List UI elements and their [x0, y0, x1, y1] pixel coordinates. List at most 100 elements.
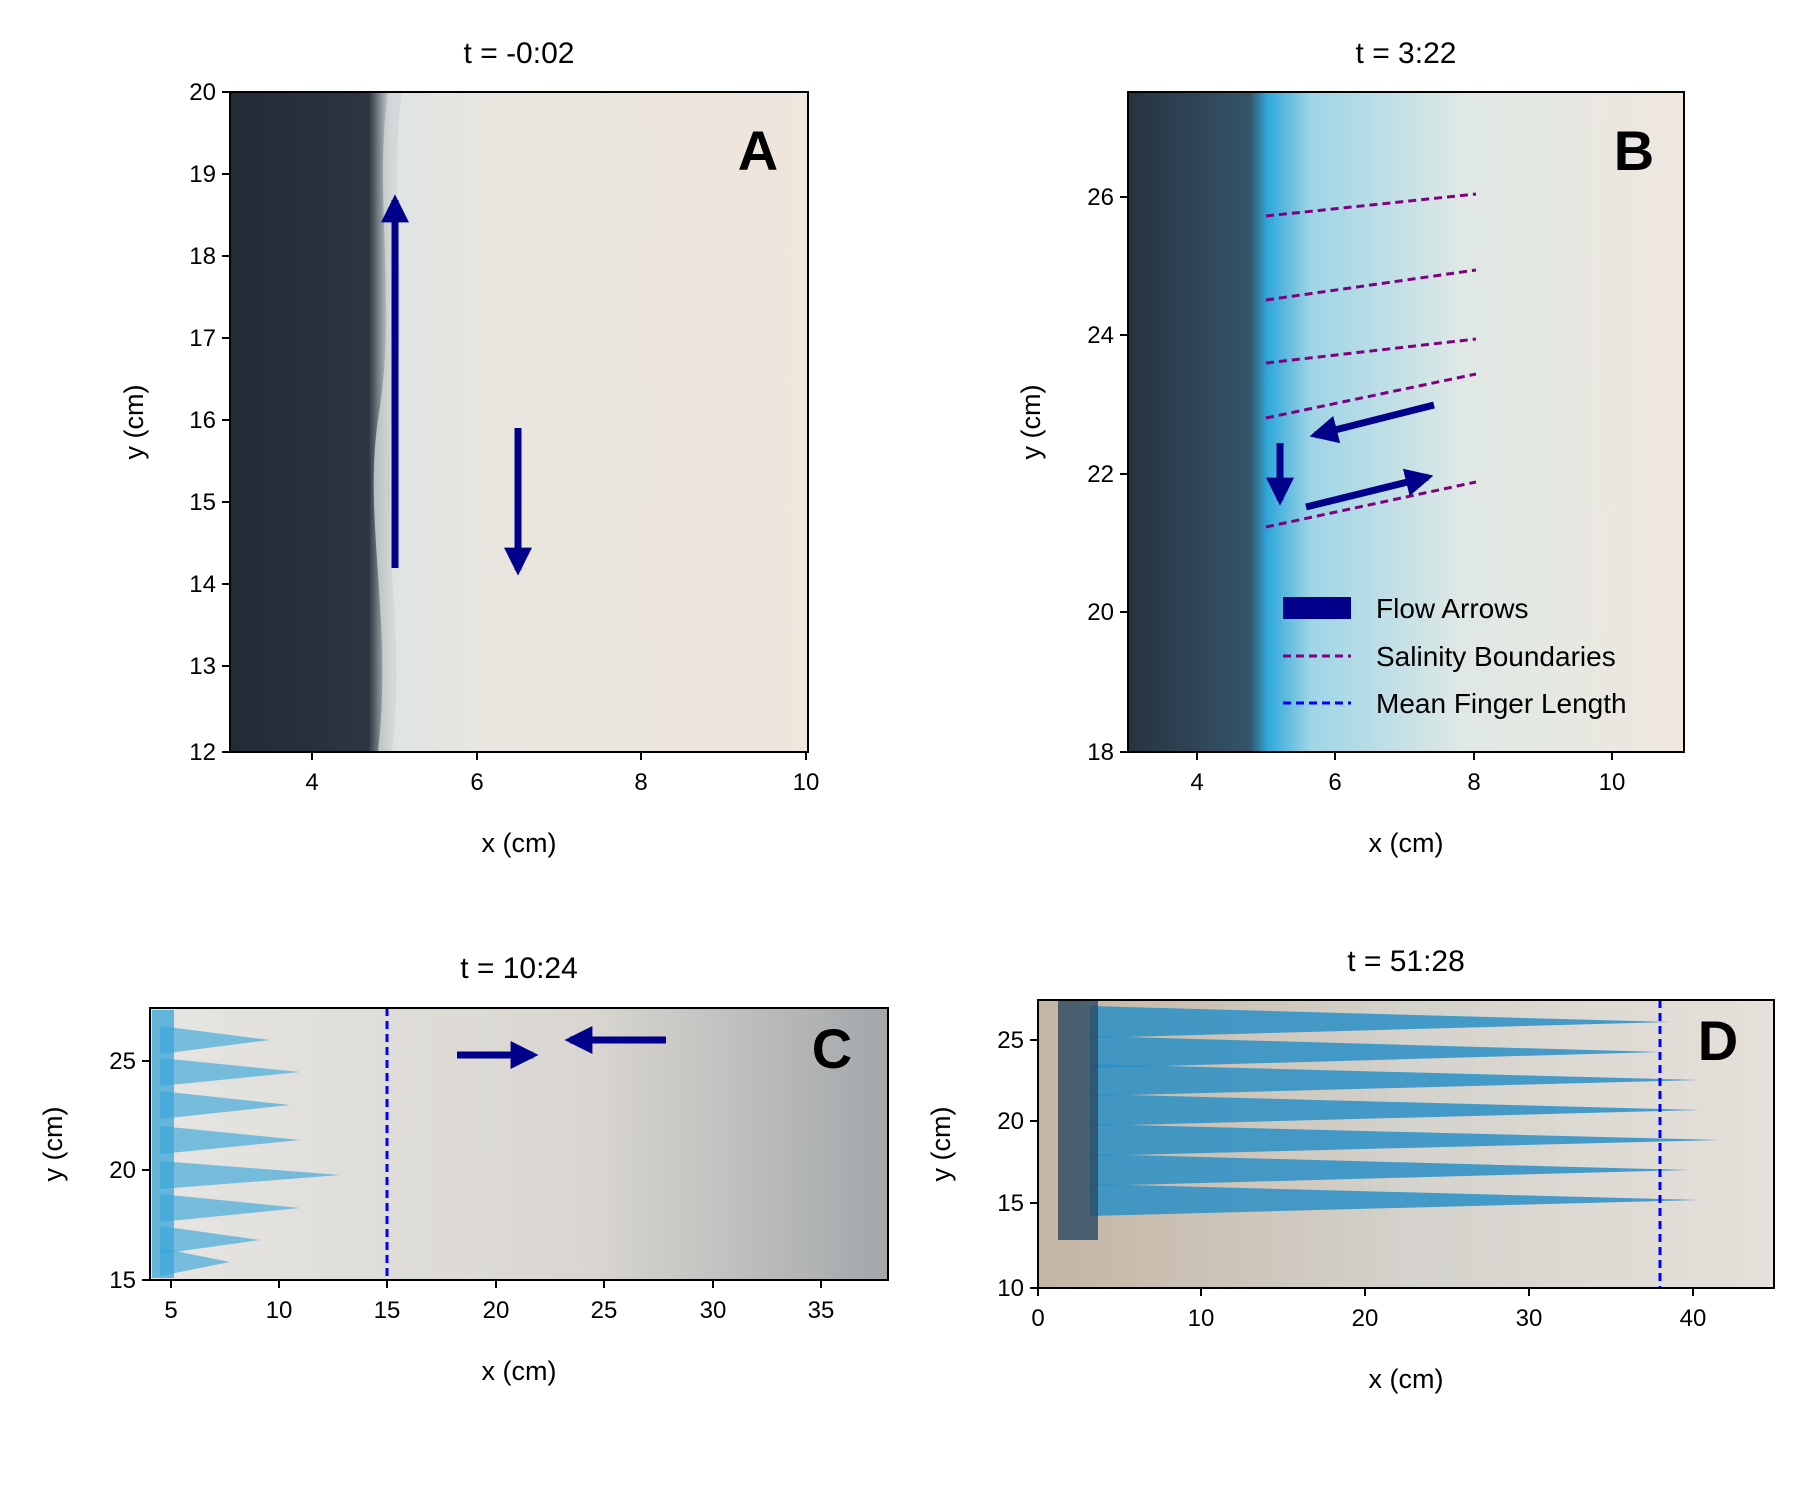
x-tick-label: 6: [1328, 769, 1341, 796]
x-tick-label: 6: [470, 769, 483, 796]
panel-d-frame: [1037, 999, 1775, 1289]
y-tick-label: 22: [1087, 461, 1114, 488]
panel-c-frame: [149, 1007, 889, 1281]
y-tick-label: 16: [189, 407, 216, 434]
panel-b-ylabel: y (cm): [1016, 385, 1046, 460]
y-tick-label: 15: [997, 1190, 1024, 1217]
panel-a-x-ticks: 4 6 8 10: [305, 752, 819, 796]
x-tick-label: 4: [1190, 769, 1203, 796]
panel-c-letter: C: [812, 1017, 852, 1080]
panel-a: t = -0:02 A 4 6 8 10 20 19 18 17 16 15 14 13 12 x (…: [119, 37, 819, 858]
panel-d-letter: D: [1698, 1009, 1738, 1072]
x-tick-label: 15: [374, 1297, 401, 1324]
x-tick-label: 8: [634, 769, 647, 796]
y-tick-label: 12: [189, 739, 216, 766]
panel-d-y-ticks: 25 20 15 10: [997, 1027, 1038, 1302]
dye-finger: [160, 1248, 230, 1276]
y-tick-label: 18: [189, 243, 216, 270]
x-tick-label: 10: [793, 769, 820, 796]
x-tick-label: 10: [1599, 769, 1626, 796]
dye-finger: [160, 1126, 300, 1154]
dye-finger: [160, 1026, 270, 1054]
dye-finger: [160, 1226, 260, 1254]
panel-b-left-arrow: [1309, 401, 1435, 444]
legend-flow-label: Flow Arrows: [1376, 593, 1528, 624]
y-tick-label: 15: [109, 1267, 136, 1294]
panel-d-x-ticks: 0 10 20 30 40: [1031, 1288, 1706, 1332]
y-tick-label: 25: [109, 1048, 136, 1075]
panel-c-x-ticks: 5 10 15 20 25 30 35: [164, 1280, 834, 1324]
y-tick-label: 20: [1087, 599, 1114, 626]
y-tick-label: 24: [1087, 322, 1114, 349]
salinity-line: [1265, 268, 1477, 302]
x-tick-label: 20: [1352, 1305, 1379, 1332]
legend-flow-swatch: [1283, 597, 1351, 619]
panel-b-x-ticks: 4 6 8 10: [1190, 752, 1625, 796]
x-tick-label: 4: [305, 769, 318, 796]
x-tick-label: 30: [700, 1297, 727, 1324]
panel-c-y-ticks: 25 20 15: [109, 1048, 150, 1294]
dye-finger: [160, 1161, 340, 1189]
dye-finger: [160, 1058, 300, 1086]
panel-b-title: t = 3:22: [1356, 37, 1457, 70]
salinity-line: [1265, 480, 1477, 529]
x-tick-label: 8: [1467, 769, 1480, 796]
y-tick-label: 19: [189, 161, 216, 188]
x-tick-label: 5: [164, 1297, 177, 1324]
dye-finger: [1090, 1124, 1720, 1156]
salinity-line: [1265, 372, 1477, 420]
panel-b-letter: B: [1614, 119, 1654, 182]
legend: Flow Arrows Salinity Boundaries Mean Fin…: [1283, 593, 1627, 719]
panel-a-image: [230, 92, 808, 752]
y-tick-label: 20: [109, 1157, 136, 1184]
panel-b-y-ticks: 26 24 22 20 18: [1087, 184, 1128, 766]
panel-c-ylabel: y (cm): [38, 1107, 68, 1182]
legend-mean-label: Mean Finger Length: [1376, 688, 1627, 719]
panel-b-image: [1128, 92, 1684, 752]
y-tick-label: 25: [997, 1027, 1024, 1054]
x-tick-label: 35: [808, 1297, 835, 1324]
panel-b-salinity-lines: [1265, 192, 1477, 529]
panel-a-letter: A: [738, 119, 778, 182]
panel-c-image: [150, 1008, 888, 1280]
x-tick-label: 10: [1188, 1305, 1215, 1332]
panel-c-xlabel: x (cm): [482, 1356, 557, 1386]
y-tick-label: 26: [1087, 184, 1114, 211]
panel-b-frame: [1127, 91, 1685, 753]
y-tick-label: 20: [189, 79, 216, 106]
panel-d: t = 51:28 D 0 10 20 30 40 25 20 15 10 x (cm) y …: [926, 945, 1775, 1394]
panel-d-dye-fingers: [1090, 1006, 1720, 1216]
x-tick-label: 20: [483, 1297, 510, 1324]
panel-d-dark-column: [1058, 1000, 1098, 1240]
y-tick-label: 10: [997, 1275, 1024, 1302]
legend-salinity-label: Salinity Boundaries: [1376, 641, 1616, 672]
dye-finger: [1090, 1036, 1660, 1068]
panel-c-dye-fingers: [152, 1010, 340, 1278]
panel-b-right-arrow: [1305, 468, 1434, 511]
dye-finger: [160, 1194, 300, 1222]
panel-a-xlabel: x (cm): [482, 828, 557, 858]
y-tick-label: 20: [997, 1108, 1024, 1135]
panel-d-ylabel: y (cm): [926, 1107, 956, 1182]
panel-a-boundary: [373, 91, 402, 753]
panel-b: t = 3:22 B Flow Arrows Salinity Boundari…: [1016, 37, 1685, 858]
panel-a-title: t = -0:02: [464, 37, 575, 70]
dye-finger: [1090, 1154, 1690, 1186]
panel-c-title: t = 10:24: [460, 952, 578, 985]
y-tick-label: 18: [1087, 739, 1114, 766]
y-tick-label: 14: [189, 571, 216, 598]
x-tick-label: 25: [591, 1297, 618, 1324]
y-tick-label: 17: [189, 325, 216, 352]
panel-a-ylabel: y (cm): [119, 385, 149, 460]
dye-finger: [160, 1091, 290, 1119]
panel-a-frame: [229, 91, 809, 753]
salinity-line: [1265, 192, 1477, 218]
y-tick-label: 13: [189, 653, 216, 680]
y-tick-label: 15: [189, 489, 216, 516]
x-tick-label: 0: [1031, 1305, 1044, 1332]
x-tick-label: 10: [266, 1297, 293, 1324]
dye-finger: [1090, 1094, 1700, 1126]
panel-b-xlabel: x (cm): [1369, 828, 1444, 858]
